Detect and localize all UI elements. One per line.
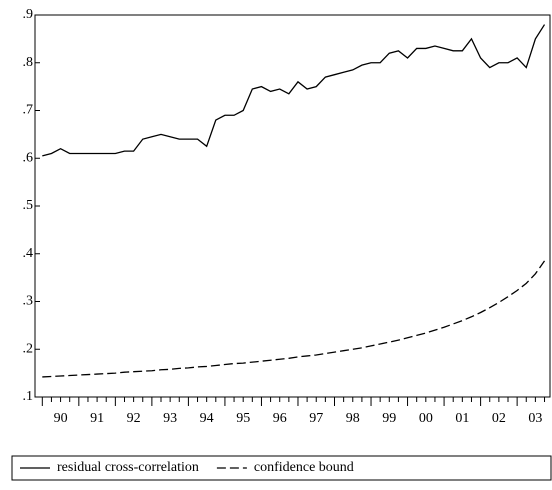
x-tick-label: 03 <box>528 411 542 426</box>
x-tick-label: 94 <box>200 411 214 426</box>
x-tick-label: 93 <box>163 411 177 426</box>
y-tick-label: .4 <box>23 246 34 261</box>
series-line <box>42 24 546 157</box>
series-line <box>42 260 546 378</box>
legend-label: confidence bound <box>254 460 354 475</box>
x-tick-label: 91 <box>90 411 104 426</box>
x-tick-label: 02 <box>492 411 506 426</box>
x-tick-label: 97 <box>309 411 323 426</box>
y-tick-label: .7 <box>23 103 34 118</box>
y-tick-label: .6 <box>23 150 34 165</box>
y-tick-label: .8 <box>23 55 34 70</box>
x-tick-label: 92 <box>127 411 141 426</box>
legend-box <box>11 455 552 481</box>
y-tick-label: .1 <box>23 389 34 404</box>
y-tick-label: .5 <box>23 198 34 213</box>
y-tick-label: .2 <box>23 341 34 356</box>
x-tick-label: 98 <box>346 411 360 426</box>
y-tick-label: .3 <box>23 294 34 309</box>
x-tick-label: 96 <box>273 411 287 426</box>
legend-label: residual cross-correlation <box>57 460 199 475</box>
x-tick-label: 90 <box>54 411 68 426</box>
x-tick-label: 95 <box>236 411 250 426</box>
x-tick-label: 99 <box>382 411 396 426</box>
x-tick-label: 01 <box>455 411 469 426</box>
x-tick-label: 00 <box>419 411 433 426</box>
plot-frame <box>34 14 551 398</box>
y-tick-label: .9 <box>23 7 34 22</box>
